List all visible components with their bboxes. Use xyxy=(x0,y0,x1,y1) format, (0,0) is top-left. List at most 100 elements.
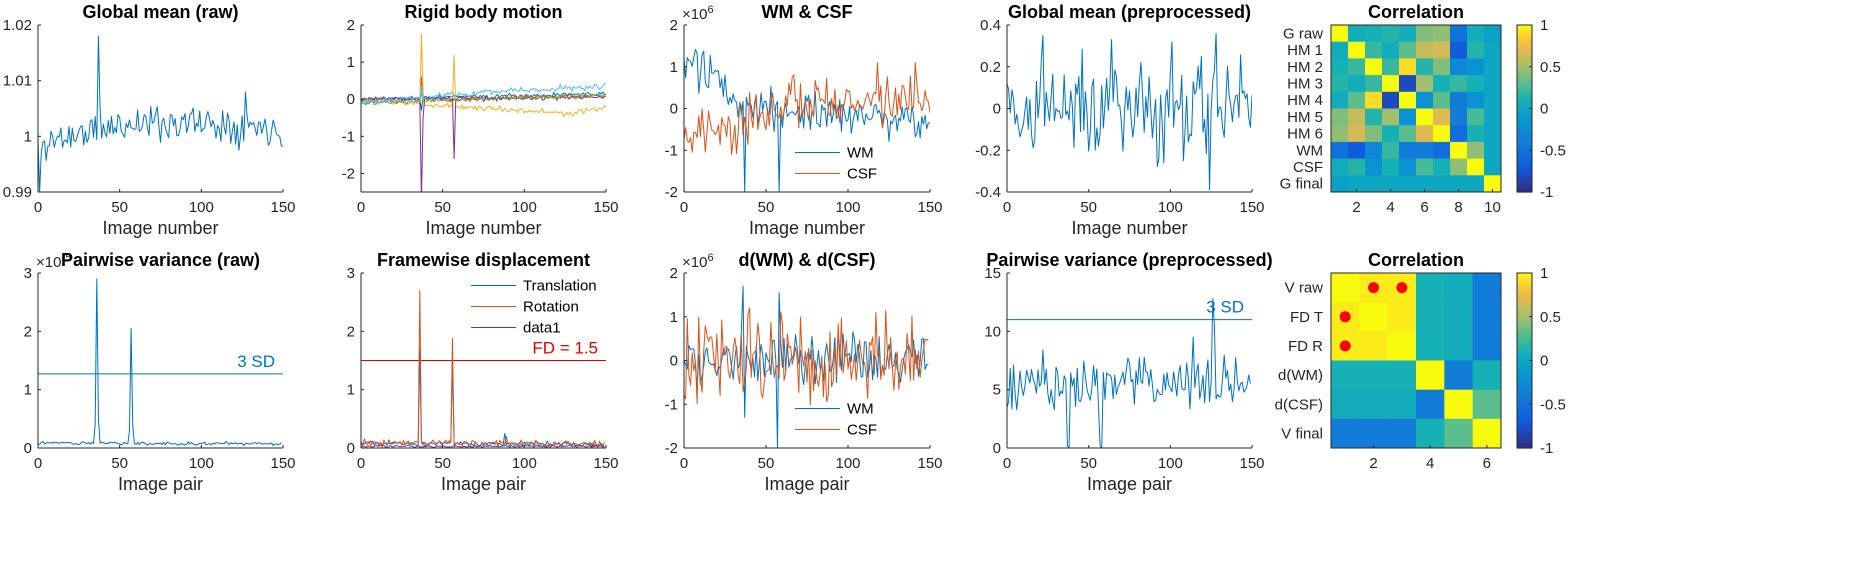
heatmap-cell xyxy=(1416,125,1434,143)
colorbar-band xyxy=(1517,87,1532,91)
heatmap-cells xyxy=(1331,273,1502,449)
x-tick-label: 150 xyxy=(917,455,942,472)
threshold-label: 3 SD xyxy=(1206,298,1244,317)
colorbar-band xyxy=(1517,390,1532,394)
series-line-data1 xyxy=(361,444,605,448)
y-tick-label: -0.4 xyxy=(975,184,1001,201)
heatmap-cell xyxy=(1484,125,1502,143)
y-tick-label: 2 xyxy=(24,323,32,340)
legend-entry: WM xyxy=(847,401,874,418)
colorbar-band xyxy=(1517,324,1532,329)
colorbar-band xyxy=(1517,360,1532,364)
colorbar-band xyxy=(1517,64,1532,68)
heatmap-cell xyxy=(1365,141,1383,160)
heatmap-cell xyxy=(1484,25,1502,43)
colorbar-band xyxy=(1517,437,1532,441)
y-tick-label: -2 xyxy=(665,184,678,201)
heatmap-cell xyxy=(1444,360,1474,391)
colorbar-band xyxy=(1517,398,1532,403)
x-tick-label: 0 xyxy=(34,455,42,472)
colorbar-band xyxy=(1517,82,1532,86)
colorbar-band xyxy=(1517,124,1532,128)
heatmap-cell xyxy=(1416,360,1445,391)
series-group xyxy=(684,285,929,448)
significance-marker xyxy=(1339,311,1351,323)
colorbar-band xyxy=(1517,409,1532,414)
colorbar-band xyxy=(1517,103,1532,107)
x-axis-label: Image number xyxy=(1071,218,1187,238)
colorbar-band xyxy=(1517,319,1532,323)
row-label: FD T xyxy=(1290,309,1323,326)
row-label: HM 2 xyxy=(1287,59,1323,76)
series-line-4 xyxy=(361,91,606,106)
heatmap-cell xyxy=(1472,302,1502,332)
series-line-CSF xyxy=(684,307,929,406)
series-line-3 xyxy=(361,94,606,192)
colorbar-band xyxy=(1517,278,1532,282)
y-tick-label: 1 xyxy=(347,54,355,71)
chart-title: Pairwise variance (raw) xyxy=(61,250,260,270)
x-tick-label: 0 xyxy=(34,199,42,216)
heatmap-cell xyxy=(1365,125,1383,143)
colorbar-band xyxy=(1517,184,1532,188)
colorbar-band xyxy=(1517,322,1532,326)
heatmap-cell xyxy=(1450,175,1468,193)
heatmap-cell xyxy=(1387,302,1417,332)
colorbar: -1 -0.5 0 0.5 1 xyxy=(1516,265,1566,457)
heatmap-cell xyxy=(1416,91,1434,109)
colorbar-band xyxy=(1517,69,1532,73)
colorbar-band xyxy=(1517,286,1532,291)
heatmap-cell xyxy=(1359,360,1389,391)
heatmap-cells xyxy=(1331,25,1502,193)
x-tick-label: 100 xyxy=(512,455,537,472)
colorbar-band xyxy=(1517,90,1532,94)
colorbar-band xyxy=(1517,305,1532,310)
heatmap-cell xyxy=(1382,58,1400,76)
series-line-2 xyxy=(361,33,606,118)
x-tick-label: 50 xyxy=(1080,199,1097,216)
heatmap-cell xyxy=(1467,91,1485,109)
y-tick-label: -1 xyxy=(665,396,678,413)
x-tick-label: 100 xyxy=(835,455,860,472)
colorbar-band xyxy=(1517,396,1532,400)
y-tick-label: 0 xyxy=(670,101,678,118)
colorbar-tick-label: -0.5 xyxy=(1540,142,1566,159)
colorbar-tick-label: -1 xyxy=(1540,184,1553,201)
colorbar-band xyxy=(1517,181,1532,185)
colorbar-tick-label: 1 xyxy=(1540,17,1548,34)
significance-marker xyxy=(1339,340,1351,352)
heatmap-cell xyxy=(1433,25,1451,43)
x-tick-label: 50 xyxy=(111,199,128,216)
chart-title: Correlation xyxy=(1368,250,1464,270)
legend-entry: Rotation xyxy=(523,299,579,316)
heatmap-cell xyxy=(1484,158,1502,176)
x-tick-label: 100 xyxy=(1158,455,1183,472)
heatmap-cell xyxy=(1359,418,1389,449)
series-group xyxy=(1007,298,1252,448)
heatmap-cell xyxy=(1433,125,1451,143)
heatmap-cell xyxy=(1399,25,1417,43)
heatmap-cell xyxy=(1365,108,1383,126)
colorbar-band xyxy=(1517,412,1532,416)
heatmap-cell xyxy=(1444,302,1474,332)
heatmap-cell xyxy=(1382,41,1400,59)
heatmap-cell xyxy=(1348,75,1366,93)
heatmap-cell xyxy=(1433,158,1451,176)
colorbar-band xyxy=(1517,283,1532,288)
colorbar-band xyxy=(1517,77,1532,81)
axis-exponent-label: ×10-5 xyxy=(36,252,71,271)
y-tick-label: 2 xyxy=(347,17,355,34)
colorbar-tick-label: 1 xyxy=(1540,265,1548,282)
x-tick-label: 6 xyxy=(1420,199,1428,216)
colorbar-band xyxy=(1517,385,1532,389)
x-tick-label: 50 xyxy=(758,199,775,216)
heatmap-cell xyxy=(1416,58,1434,76)
colorbar-band xyxy=(1517,85,1532,89)
row-label: HM 3 xyxy=(1287,75,1323,92)
x-tick-label: 100 xyxy=(1158,199,1183,216)
y-tick-label: 2 xyxy=(347,323,355,340)
heatmap-cell xyxy=(1467,175,1485,193)
heatmap-cell xyxy=(1331,141,1349,160)
heatmap-cell xyxy=(1416,141,1434,160)
